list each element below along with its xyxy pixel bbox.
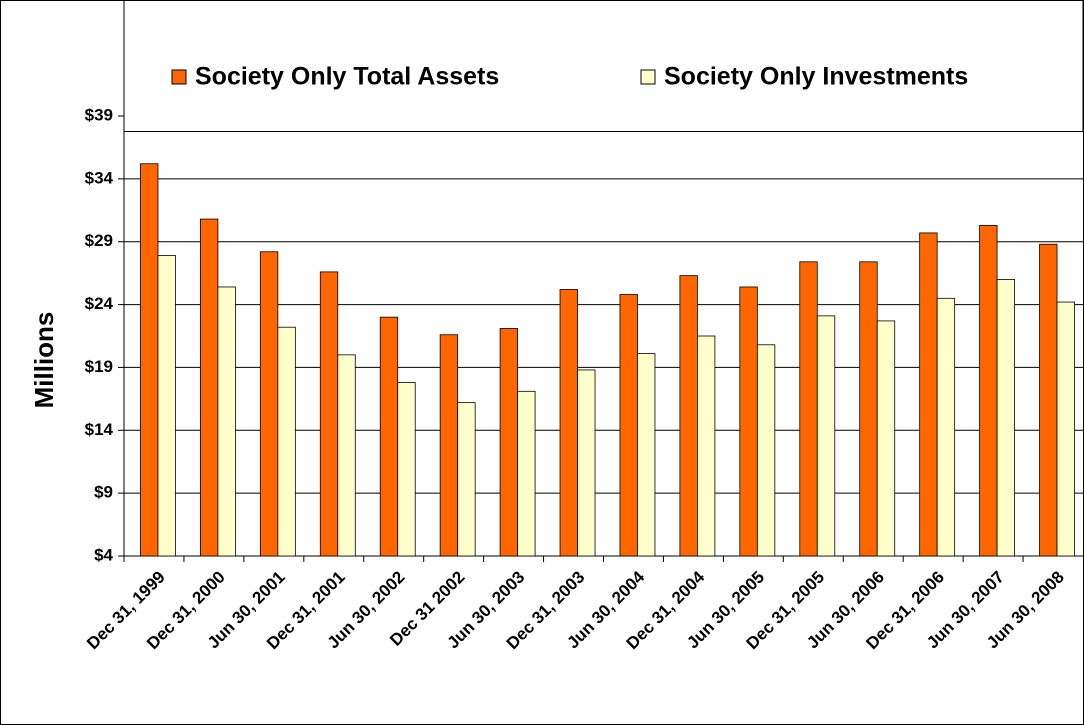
- bar: [859, 261, 878, 557]
- bar: [517, 390, 536, 557]
- bar: [996, 279, 1015, 557]
- bar: [739, 286, 758, 557]
- y-tick-label: $24: [85, 294, 114, 313]
- bar: [200, 218, 219, 557]
- bar: [577, 369, 596, 557]
- bar: [1039, 243, 1058, 557]
- legend-label: Society Only Investments: [664, 63, 968, 91]
- y-tick-label: $39: [85, 105, 113, 124]
- legend-box: [123, 0, 1084, 132]
- y-tick-label: $4: [94, 545, 113, 564]
- y-tick-label: $19: [85, 357, 113, 376]
- y-tick-label: $14: [85, 420, 114, 439]
- y-axis-label: Millions: [29, 312, 59, 409]
- bar: [679, 275, 698, 557]
- bar: [439, 334, 459, 557]
- bar: [217, 286, 236, 557]
- bar: [319, 271, 339, 557]
- bar: [259, 251, 279, 557]
- bar: [816, 315, 836, 557]
- bar: [619, 294, 638, 557]
- legend-label: Society Only Total Assets: [195, 63, 499, 91]
- bar: [277, 326, 296, 557]
- y-tick-label: $34: [85, 168, 114, 187]
- y-tick-label: $29: [85, 231, 113, 250]
- bar: [876, 320, 896, 557]
- bar: [756, 344, 776, 557]
- bar: [499, 328, 518, 557]
- legend-swatch: [640, 69, 656, 85]
- bar: [1056, 301, 1075, 557]
- bar: [157, 255, 176, 557]
- bar: [799, 261, 818, 557]
- y-tick-label: $9: [94, 483, 113, 502]
- bar: [979, 224, 998, 557]
- bar: [337, 354, 356, 557]
- bar: [697, 335, 716, 557]
- bar: [936, 297, 956, 557]
- bar: [379, 316, 399, 557]
- legend-swatch: [171, 69, 187, 85]
- bar: [140, 163, 159, 557]
- bar: [457, 402, 476, 557]
- bar: [559, 289, 578, 557]
- bar: [919, 232, 938, 557]
- bar: [397, 382, 416, 557]
- bar: [637, 353, 656, 557]
